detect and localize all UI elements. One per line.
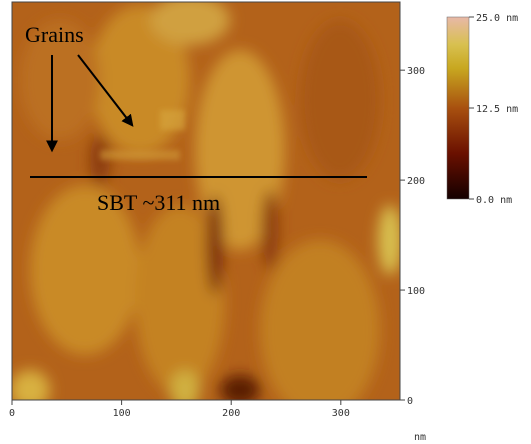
colorbar-tick-label: 25.0 nm: [476, 13, 518, 24]
x-tick-label: 0: [9, 408, 15, 419]
y-tick-label: 300: [407, 66, 425, 77]
y-tick-label: 100: [407, 286, 425, 297]
colorbar-tick-label: 12.5 nm: [476, 104, 518, 115]
x-unit: nm: [414, 432, 426, 443]
annotation-scan: SBT ~311 nm: [97, 190, 220, 215]
y-tick-label: 200: [407, 176, 425, 187]
afm-figure: Grains SBT ~311 nm nm 0 100 200 300 0 100 200 3…: [0, 0, 531, 444]
x-tick-label: 200: [222, 408, 240, 419]
colorbar-tick-label: 0.0 nm: [476, 195, 512, 206]
x-tick-label: 100: [113, 408, 131, 419]
x-tick-label: 300: [332, 408, 350, 419]
colorbar: [447, 17, 469, 199]
y-tick-label: 0: [407, 396, 413, 407]
annotation-label: Grains: [25, 22, 84, 47]
